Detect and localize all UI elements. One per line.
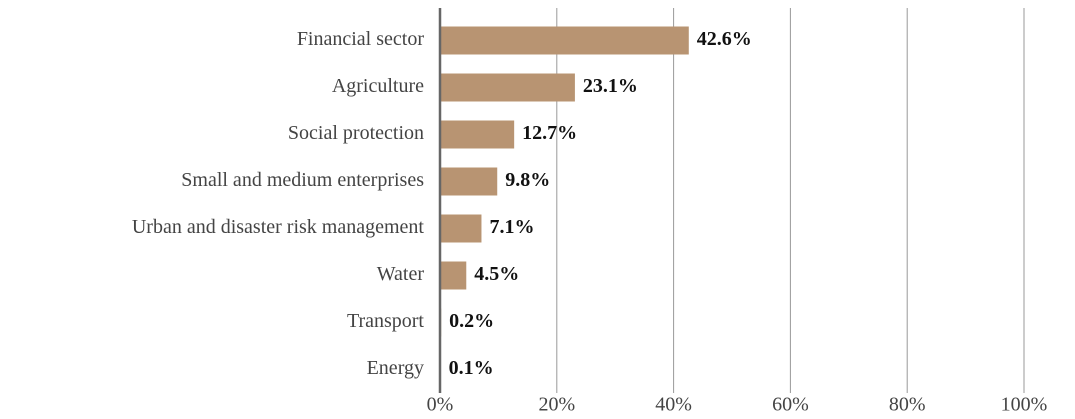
y-tick-label: Urban and disaster risk management bbox=[132, 216, 425, 238]
y-tick-label: Social protection bbox=[288, 122, 424, 144]
x-tick-label: 100% bbox=[1001, 394, 1048, 416]
y-tick-label: Energy bbox=[367, 357, 424, 379]
y-tick-label: Agriculture bbox=[332, 75, 424, 97]
value-label: 0.2% bbox=[449, 310, 494, 332]
x-tick-label: 80% bbox=[889, 394, 926, 416]
x-tick-label: 40% bbox=[655, 394, 692, 416]
x-tick-label: 20% bbox=[538, 394, 575, 416]
x-tick-label: 0% bbox=[427, 394, 454, 416]
x-tick-label: 60% bbox=[772, 394, 809, 416]
value-label: 23.1% bbox=[583, 75, 638, 97]
bar bbox=[440, 73, 575, 102]
value-label: 0.1% bbox=[449, 357, 494, 379]
value-label: 7.1% bbox=[489, 216, 534, 238]
value-label: 42.6% bbox=[697, 28, 752, 50]
bar bbox=[440, 214, 482, 243]
value-label: 12.7% bbox=[522, 122, 577, 144]
bar bbox=[440, 120, 515, 149]
y-tick-label: Water bbox=[377, 263, 425, 285]
value-label: 9.8% bbox=[505, 169, 550, 191]
bar bbox=[440, 26, 689, 55]
y-tick-label: Small and medium enterprises bbox=[181, 169, 424, 191]
y-tick-label: Transport bbox=[347, 310, 424, 332]
value-label: 4.5% bbox=[474, 263, 519, 285]
y-tick-label: Financial sector bbox=[297, 28, 425, 50]
bar bbox=[440, 167, 498, 196]
bar bbox=[440, 261, 467, 290]
